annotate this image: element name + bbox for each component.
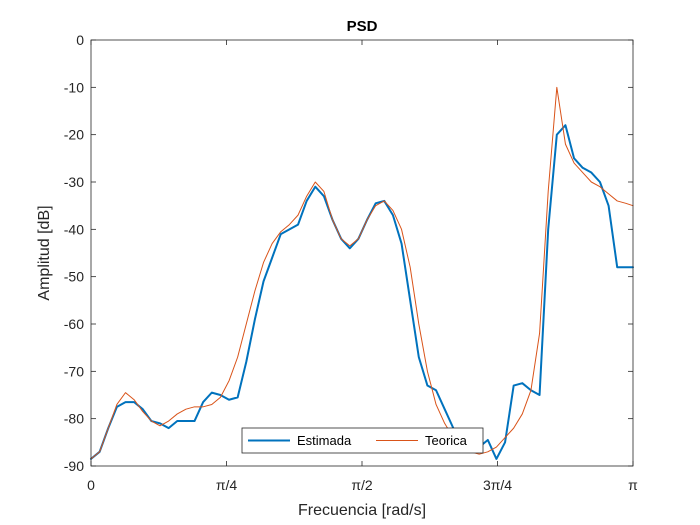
series-line-teorica xyxy=(90,86,634,460)
legend-label-teorica: Teorica xyxy=(425,433,468,448)
x-tick-label: π/2 xyxy=(351,477,373,493)
ticks-layer: 0 π/4 π/2 3π/4 π 0 -10 -20 -30 -40 -50 -60 -70 -80 -90 xyxy=(64,32,638,493)
y-tick-label: -50 xyxy=(64,269,84,285)
y-tick-label: -40 xyxy=(64,221,84,237)
x-tick-label: π xyxy=(628,477,638,493)
legend[interactable]: Estimada Teorica xyxy=(241,427,484,454)
x-tick-label: 3π/4 xyxy=(483,477,512,493)
y-tick-label: -30 xyxy=(64,174,84,190)
x-axis-label: Frecuencia [rad/s] xyxy=(298,502,426,519)
y-tick-label: -10 xyxy=(64,79,84,95)
x-tick-label: π/4 xyxy=(216,477,238,493)
axes-background xyxy=(91,40,633,466)
x-tick-label: 0 xyxy=(87,477,95,493)
chart-title: PSD xyxy=(347,18,378,35)
legend-label-estimada: Estimada xyxy=(297,433,352,448)
y-tick-label: -70 xyxy=(64,363,84,379)
y-tick-label: -60 xyxy=(64,316,84,332)
y-tick-label: -20 xyxy=(64,127,84,143)
y-axis-label: Amplitud [dB] xyxy=(36,205,53,300)
y-tick-label: 0 xyxy=(76,32,84,48)
y-tick-label: -90 xyxy=(64,458,84,474)
plot-area: 0 π/4 π/2 3π/4 π 0 -10 -20 -30 -40 -50 -60 -70 -80 -90 xyxy=(64,32,638,493)
y-tick-label: -80 xyxy=(64,411,84,427)
series-layer xyxy=(90,86,634,460)
